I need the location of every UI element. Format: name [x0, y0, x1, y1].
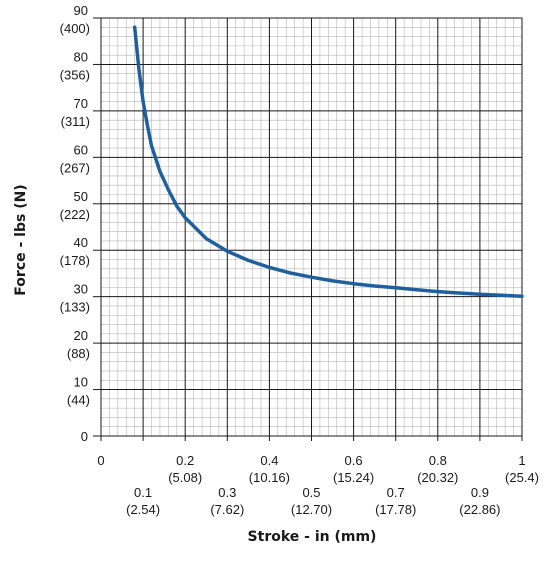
y-tick-label: 60: [74, 142, 88, 157]
y-tick-sublabel: (133): [60, 300, 90, 315]
y-tick-sublabel: (178): [60, 253, 90, 268]
x-tick-sublabel: (12.70): [291, 502, 332, 517]
x-tick-label: 0.7: [387, 485, 405, 500]
y-tick-label: 80: [74, 49, 88, 64]
y-axis-title: Force - lbs (N): [13, 184, 29, 295]
y-tick-label: 20: [74, 328, 88, 343]
force-curve: [132, 25, 524, 298]
x-tick-sublabel: (7.62): [210, 502, 244, 517]
x-tick-label: 0.4: [260, 453, 278, 468]
y-tick-sublabel: (44): [67, 393, 90, 408]
y-tick-sublabel: (222): [60, 207, 90, 222]
y-tick-label: 0: [81, 429, 88, 444]
y-tick-sublabel: (88): [67, 346, 90, 361]
x-tick-sublabel: (10.16): [249, 470, 290, 485]
x-tick-labels: 0 0.1 (2.54) 0.2 (5.08) 0.3 (7.62) 0.4 (10.16) 0.…: [97, 453, 539, 517]
x-tick-label: 1: [518, 453, 525, 468]
series-group: [132, 25, 524, 298]
x-tick-label: 0.9: [471, 485, 489, 500]
y-tick-sublabel: (400): [60, 21, 90, 36]
x-tick-sublabel: (25.4): [505, 470, 539, 485]
y-tick-label: 10: [74, 375, 88, 390]
x-tick-label: 0.3: [218, 485, 236, 500]
x-tick-sublabel: (20.32): [417, 470, 458, 485]
x-tick-sublabel: (17.78): [375, 502, 416, 517]
axes: [93, 17, 523, 441]
x-tick-label: 0.6: [345, 453, 363, 468]
major-grid: [100, 17, 523, 437]
y-tick-sublabel: (267): [60, 160, 90, 175]
y-tick-sublabel: (356): [60, 67, 90, 82]
x-tick-label: 0: [97, 453, 104, 468]
y-tick-label: 90: [74, 3, 88, 18]
x-tick-sublabel: (2.54): [126, 502, 160, 517]
x-tick-label: 0.2: [176, 453, 194, 468]
x-tick-label: 0.5: [302, 485, 320, 500]
x-tick-sublabel: (22.86): [459, 502, 500, 517]
y-tick-label: 40: [74, 235, 88, 250]
x-tick-sublabel: (15.24): [333, 470, 374, 485]
y-tick-sublabel: (311): [61, 114, 90, 129]
y-tick-labels: 0 10 (44) 20 (88) 30 (133) 40 (178) 50 (222) 60 (267…: [60, 3, 90, 444]
y-tick-label: 70: [74, 96, 88, 111]
y-tick-label: 30: [74, 282, 88, 297]
x-tick-label: 0.8: [429, 453, 447, 468]
y-tick-label: 50: [74, 189, 88, 204]
x-tick-sublabel: (5.08): [168, 470, 202, 485]
x-axis-title: Stroke - in (mm): [248, 529, 377, 545]
x-tick-label: 0.1: [134, 485, 152, 500]
